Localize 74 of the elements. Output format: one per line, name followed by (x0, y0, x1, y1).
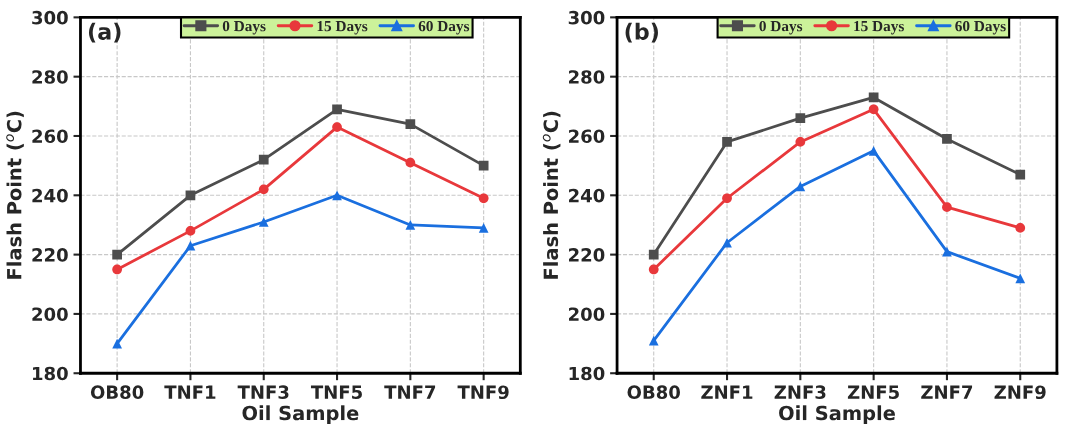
point (868, 145, 879, 156)
point (942, 134, 952, 144)
point (1015, 169, 1026, 180)
point (795, 181, 806, 192)
point (942, 202, 952, 213)
x-tick-label: ZNF3 (774, 385, 826, 400)
point (112, 249, 122, 260)
point (405, 119, 416, 129)
point (942, 246, 952, 257)
x-tick-label: TNF7 (384, 385, 436, 399)
point (258, 217, 269, 227)
legend-label: 0 Days (222, 20, 266, 35)
x-tick-label: OB80 (627, 385, 680, 400)
legend-label: 15 Days (317, 21, 368, 35)
y-tick-label: 300 (568, 10, 605, 25)
point (722, 237, 732, 248)
y-tick-label: 220 (32, 248, 68, 262)
point (258, 184, 269, 195)
x-tick-label: ZNF9 (994, 385, 1046, 400)
y-tick-label: 240 (32, 188, 68, 203)
point (1015, 273, 1026, 284)
x-tick-label: TNF5 (310, 385, 362, 400)
point (648, 264, 659, 275)
legend-label: 60 Days (418, 20, 470, 35)
point (478, 223, 489, 233)
point (722, 193, 732, 204)
point (185, 226, 196, 236)
y-tick-label: 200 (569, 307, 605, 322)
legend-label: 60 Days (955, 20, 1006, 35)
x-tick-label: TNF9 (457, 385, 509, 400)
x-axis-title: Oil Sample (242, 405, 359, 425)
legend-label: 15 Days (854, 21, 904, 35)
y-tick-label: 300 (32, 10, 68, 25)
annotation: (a) (88, 22, 121, 43)
point (185, 240, 196, 251)
point (258, 154, 269, 165)
point (868, 104, 879, 115)
x-tick-label: ZNF5 (847, 385, 899, 400)
y-tick-label: 220 (569, 248, 605, 262)
y-tick-label: 240 (569, 188, 605, 203)
x-tick-label: ZNF7 (921, 385, 973, 399)
point (332, 104, 342, 115)
x-tick-label: TNF3 (237, 385, 289, 400)
point (648, 249, 659, 260)
legend-label: 0 Days (759, 20, 803, 35)
annotation: (b) (625, 22, 658, 43)
point (795, 137, 806, 147)
point (332, 190, 342, 201)
y-tick-label: 180 (33, 366, 68, 381)
y-tick-label: 260 (32, 129, 68, 144)
y-tick-label: 280 (32, 70, 68, 84)
point (648, 335, 659, 346)
y-tick-label: 180 (569, 366, 605, 381)
point (112, 264, 122, 275)
point (478, 193, 489, 204)
x-tick-label: ZNF1 (701, 385, 753, 399)
point (405, 157, 416, 168)
y-tick-label: 280 (569, 70, 605, 84)
point (1015, 223, 1026, 233)
x-axis-title: Oil Sample (779, 405, 895, 425)
point (405, 220, 416, 230)
point (332, 122, 342, 132)
point (795, 113, 806, 124)
y-tick-label: 200 (32, 307, 68, 322)
y-axis-title: Flash Point ($^{o}$C) (542, 111, 561, 279)
point (112, 338, 122, 349)
x-tick-label: OB80 (90, 385, 144, 400)
point (185, 190, 196, 201)
point (478, 160, 489, 171)
point (868, 92, 879, 103)
y-tick-label: 260 (569, 129, 605, 144)
x-tick-label: TNF1 (164, 385, 216, 399)
point (722, 137, 732, 147)
y-axis-title: Flash Point ($^{o}$C) (6, 111, 24, 279)
